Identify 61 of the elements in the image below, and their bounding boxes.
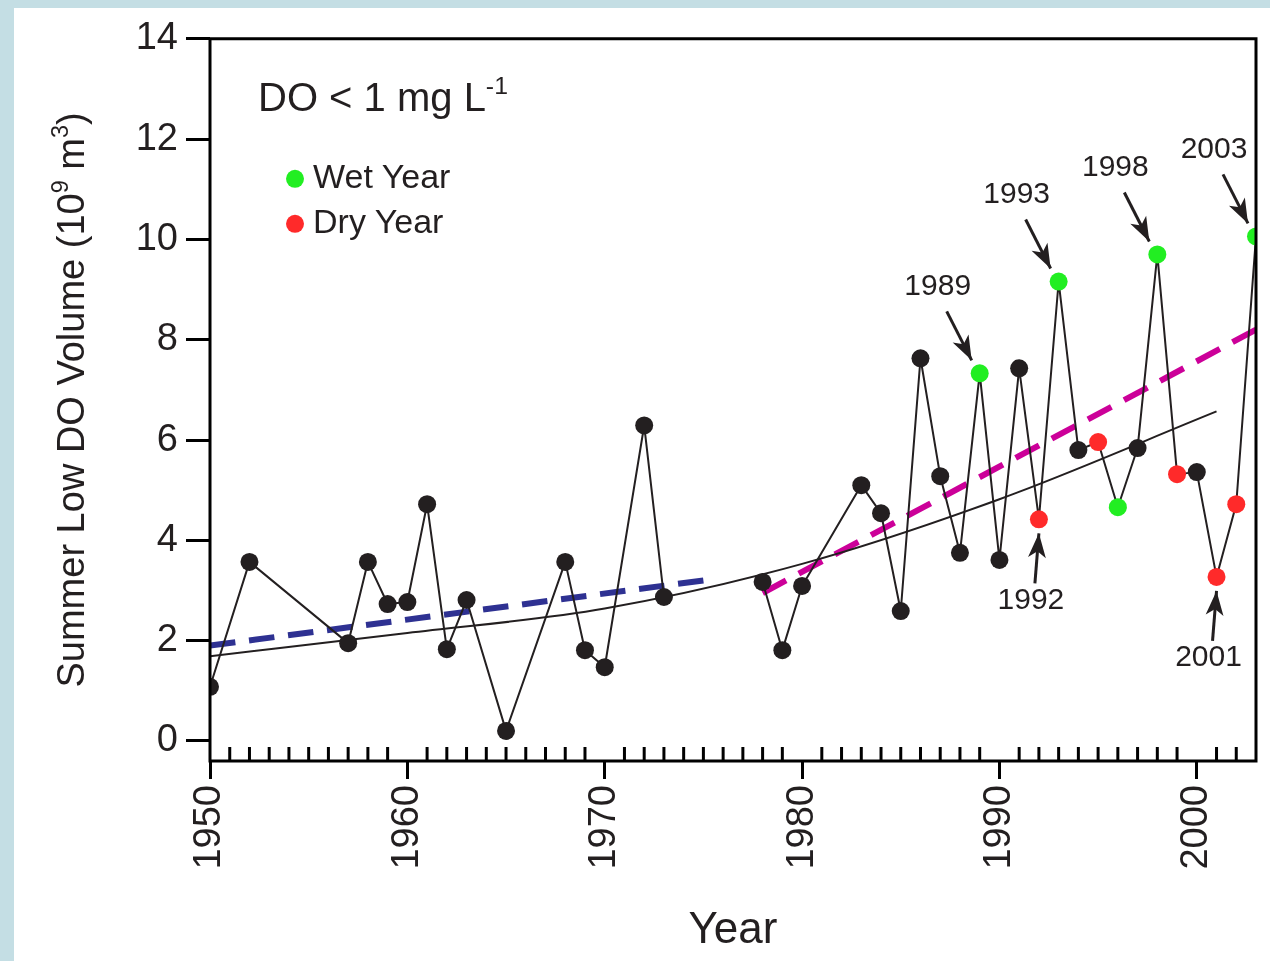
annotation: 1989 (904, 267, 972, 301)
y-tick-label: 14 (135, 15, 178, 58)
point (1187, 463, 1206, 482)
point (1010, 359, 1029, 378)
point (1227, 495, 1246, 514)
point (872, 504, 891, 523)
point (595, 658, 614, 677)
point (635, 416, 654, 435)
annotation: 1993 (983, 175, 1051, 209)
y-tick-label: 12 (135, 115, 178, 158)
point (1069, 441, 1088, 460)
point (437, 640, 456, 659)
point (418, 495, 437, 514)
annotation: 1998 (1081, 148, 1149, 182)
point (1168, 465, 1187, 484)
point (457, 591, 476, 610)
point (556, 552, 575, 571)
point (1108, 498, 1127, 517)
y-axis-title: Summer Low DO Volume (109 m3) (47, 112, 92, 688)
point (240, 552, 259, 571)
x-tick-label: 2000 (1173, 785, 1216, 870)
point (497, 721, 516, 740)
legend-label: Wet Year (313, 157, 451, 196)
annotation: 2001 (1175, 639, 1242, 673)
point (950, 543, 969, 562)
annotation: 2003 (1180, 130, 1248, 164)
x-axis-title: Year (688, 903, 778, 952)
annotation: 1992 (997, 581, 1065, 615)
point (358, 552, 377, 571)
y-tick-label: 10 (135, 215, 178, 258)
point (1029, 510, 1048, 529)
point (852, 476, 871, 495)
x-tick-label: 1960 (383, 785, 426, 870)
legend-label: Dry Year (313, 202, 444, 241)
point (931, 467, 950, 486)
point (1128, 439, 1147, 458)
point (575, 641, 594, 660)
point (793, 576, 812, 595)
point (339, 634, 358, 653)
x-tick-label: 1970 (581, 785, 624, 870)
point (773, 641, 792, 660)
point (990, 550, 1009, 569)
y-tick-label: 6 (156, 416, 178, 459)
point (654, 588, 673, 606)
point (753, 572, 772, 591)
x-tick-label: 1980 (778, 785, 821, 870)
point (891, 602, 910, 621)
y-tick-label: 2 (156, 617, 178, 660)
y-tick-label: 0 (156, 717, 178, 760)
y-tick-label: 8 (156, 316, 178, 359)
x-tick-label: 1950 (186, 785, 229, 870)
point (1148, 245, 1167, 264)
x-tick-label: 1990 (975, 785, 1018, 870)
point (1049, 272, 1068, 291)
point (1089, 433, 1108, 452)
point (378, 595, 397, 614)
point (970, 364, 989, 383)
point (1207, 567, 1226, 586)
point (911, 349, 930, 368)
y-tick-label: 4 (156, 516, 178, 559)
point (398, 593, 417, 612)
